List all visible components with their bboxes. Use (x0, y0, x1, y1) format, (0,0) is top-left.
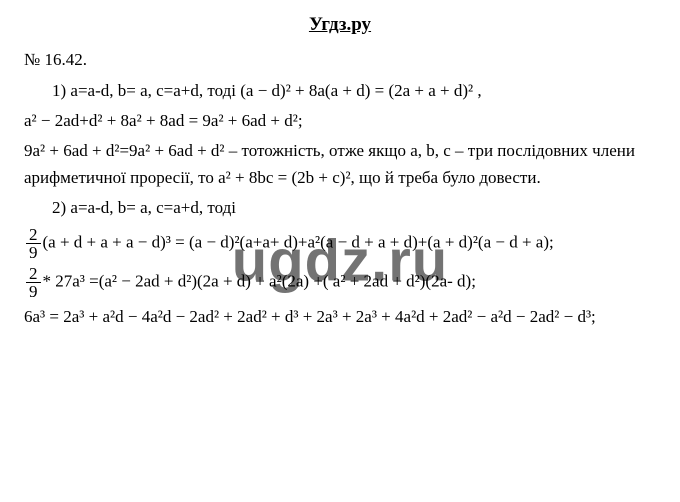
step-2-line-3: 2 9 * 27a³ =(a² − 2ad + d²)(2a + d) + a²… (24, 265, 656, 300)
step-1-line-1: 1) a=a-d, b= a, c=a+d, тоді (a − d)² + 8… (24, 78, 656, 104)
problem-number: № 16.42. (24, 47, 656, 73)
step-2-line-4: 6a³ = 2a³ + a²d − 4a²d − 2ad² + 2ad² + d… (24, 304, 656, 330)
fraction-denominator: 9 (26, 283, 41, 300)
fraction-numerator: 2 (26, 226, 41, 244)
step-2-line-3-text: * 27a³ =(a² − 2ad + d²)(2a + d) + a²(2a)… (43, 271, 476, 290)
fraction-numerator: 2 (26, 265, 41, 283)
step-2-line-2: 2 9 (a + d + a + a − d)³ = (a − d)²(a+a+… (24, 226, 656, 261)
site-header: Угдз.ру (24, 10, 656, 39)
step-1-conclusion: 9a² + 6ad + d²=9a² + 6ad + d² – тотожніс… (24, 138, 656, 191)
fraction-denominator: 9 (26, 244, 41, 261)
fraction-2-9-b: 2 9 (26, 265, 41, 300)
step-1-line-2: a² − 2ad+d² + 8a² + 8ad = 9a² + 6ad + d²… (24, 108, 656, 134)
step-2-line-1: 2) a=a-d, b= a, c=a+d, тоді (24, 195, 656, 221)
fraction-2-9-a: 2 9 (26, 226, 41, 261)
step-2-line-2-text: (a + d + a + a − d)³ = (a − d)²(a+a+ d)+… (43, 232, 554, 251)
page-content: Угдз.ру № 16.42. 1) a=a-d, b= a, c=a+d, … (0, 0, 680, 344)
